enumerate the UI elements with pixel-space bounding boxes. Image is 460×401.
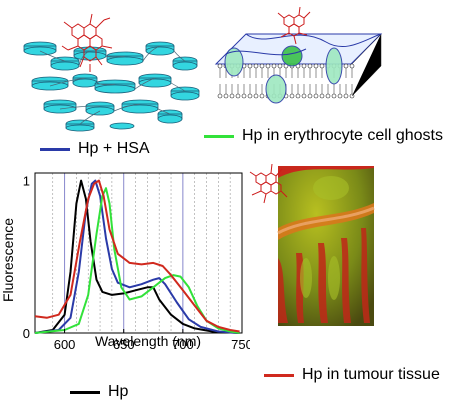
legend-hp: Hp xyxy=(70,383,128,401)
y-tick-label: 0 xyxy=(23,326,30,341)
x-tick-label: 750 xyxy=(231,337,250,352)
fluorescence-spectrum-chart: 600 650 700 750 0 1 Fluorescence Wavelength (… xyxy=(0,172,250,352)
tumour-tissue-figure xyxy=(246,158,376,328)
series-line-hsa xyxy=(34,179,240,334)
legend-tumour-label: Hp in tumour tissue xyxy=(302,366,440,383)
legend-hp-swatch xyxy=(70,390,100,394)
x-axis-label: Wavelength (nm) xyxy=(95,333,201,349)
series-line-tumour xyxy=(34,179,240,333)
plot-frame xyxy=(34,172,243,334)
legend-hsa: Hp + HSA xyxy=(40,140,150,158)
legend-ghosts-label: Hp in erythrocyte cell ghosts xyxy=(242,127,443,144)
tumour-hp-molecule-icon xyxy=(249,163,288,204)
cell-membrane-bilayer-icon xyxy=(214,6,383,104)
tumour-tissue-micrograph-icon xyxy=(249,163,375,326)
x-tick-label: 600 xyxy=(54,337,76,352)
legend-tumour: Hp in tumour tissue xyxy=(264,366,440,384)
x-tick-label: 700 xyxy=(172,337,194,352)
legend-hsa-label: Hp + HSA xyxy=(78,140,150,157)
hsa-protein-ribbon-icon xyxy=(23,13,200,132)
y-tick-label: 1 xyxy=(23,174,30,189)
erythrocyte-ghost-figure xyxy=(206,4,386,114)
legend-hsa-swatch xyxy=(40,147,70,151)
legend-tumour-swatch xyxy=(264,373,294,377)
series-line-hp xyxy=(34,179,240,334)
y-axis-label: Fluorescence xyxy=(0,218,16,302)
legend-ghosts-swatch xyxy=(204,134,234,138)
hematoporphyrin-molecule-icon xyxy=(61,13,113,72)
hsa-protein-figure xyxy=(10,6,210,136)
legend-hp-label: Hp xyxy=(108,383,129,400)
legend-ghosts: Hp in erythrocyte cell ghosts xyxy=(204,127,443,145)
x-tick-label: 650 xyxy=(113,337,135,352)
